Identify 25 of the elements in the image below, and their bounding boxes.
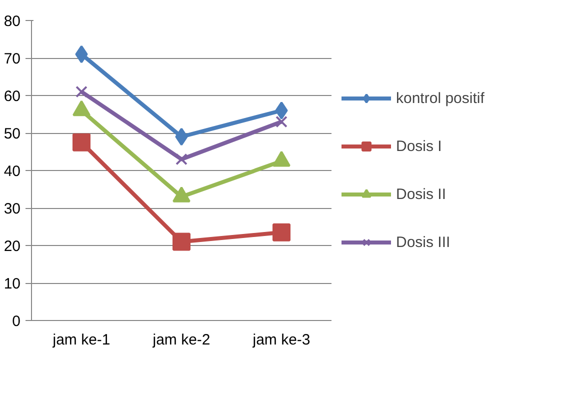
y-tick-label: 80 [4, 13, 21, 30]
x-tick-label: jam ke-3 [252, 332, 310, 348]
y-tick-label: 30 [4, 200, 21, 218]
x-tick-label: jam ke-2 [152, 332, 210, 348]
point [272, 223, 290, 242]
legend-label: Dosis III [396, 234, 450, 250]
legend-label: Dosis I [396, 138, 442, 154]
y-tick-label: 60 [4, 88, 21, 105]
y-tick-label: 40 [4, 163, 21, 180]
y-tick-label: 20 [4, 238, 21, 255]
point [175, 128, 188, 146]
y-tick-label: 50 [4, 126, 21, 142]
point [276, 116, 288, 128]
point [176, 153, 188, 166]
y-tick-label: 10 [4, 276, 21, 292]
y-tick-label: 70 [4, 50, 21, 68]
legend-label: Dosis II [396, 186, 446, 202]
point [72, 133, 90, 152]
point [75, 45, 88, 64]
legend-label: kontrol positif [396, 90, 484, 106]
point [275, 102, 288, 120]
point [172, 232, 190, 251]
x-tick-label: jam ke-1 [52, 332, 110, 348]
point [76, 86, 88, 98]
y-tick-label: 0 [12, 313, 20, 330]
